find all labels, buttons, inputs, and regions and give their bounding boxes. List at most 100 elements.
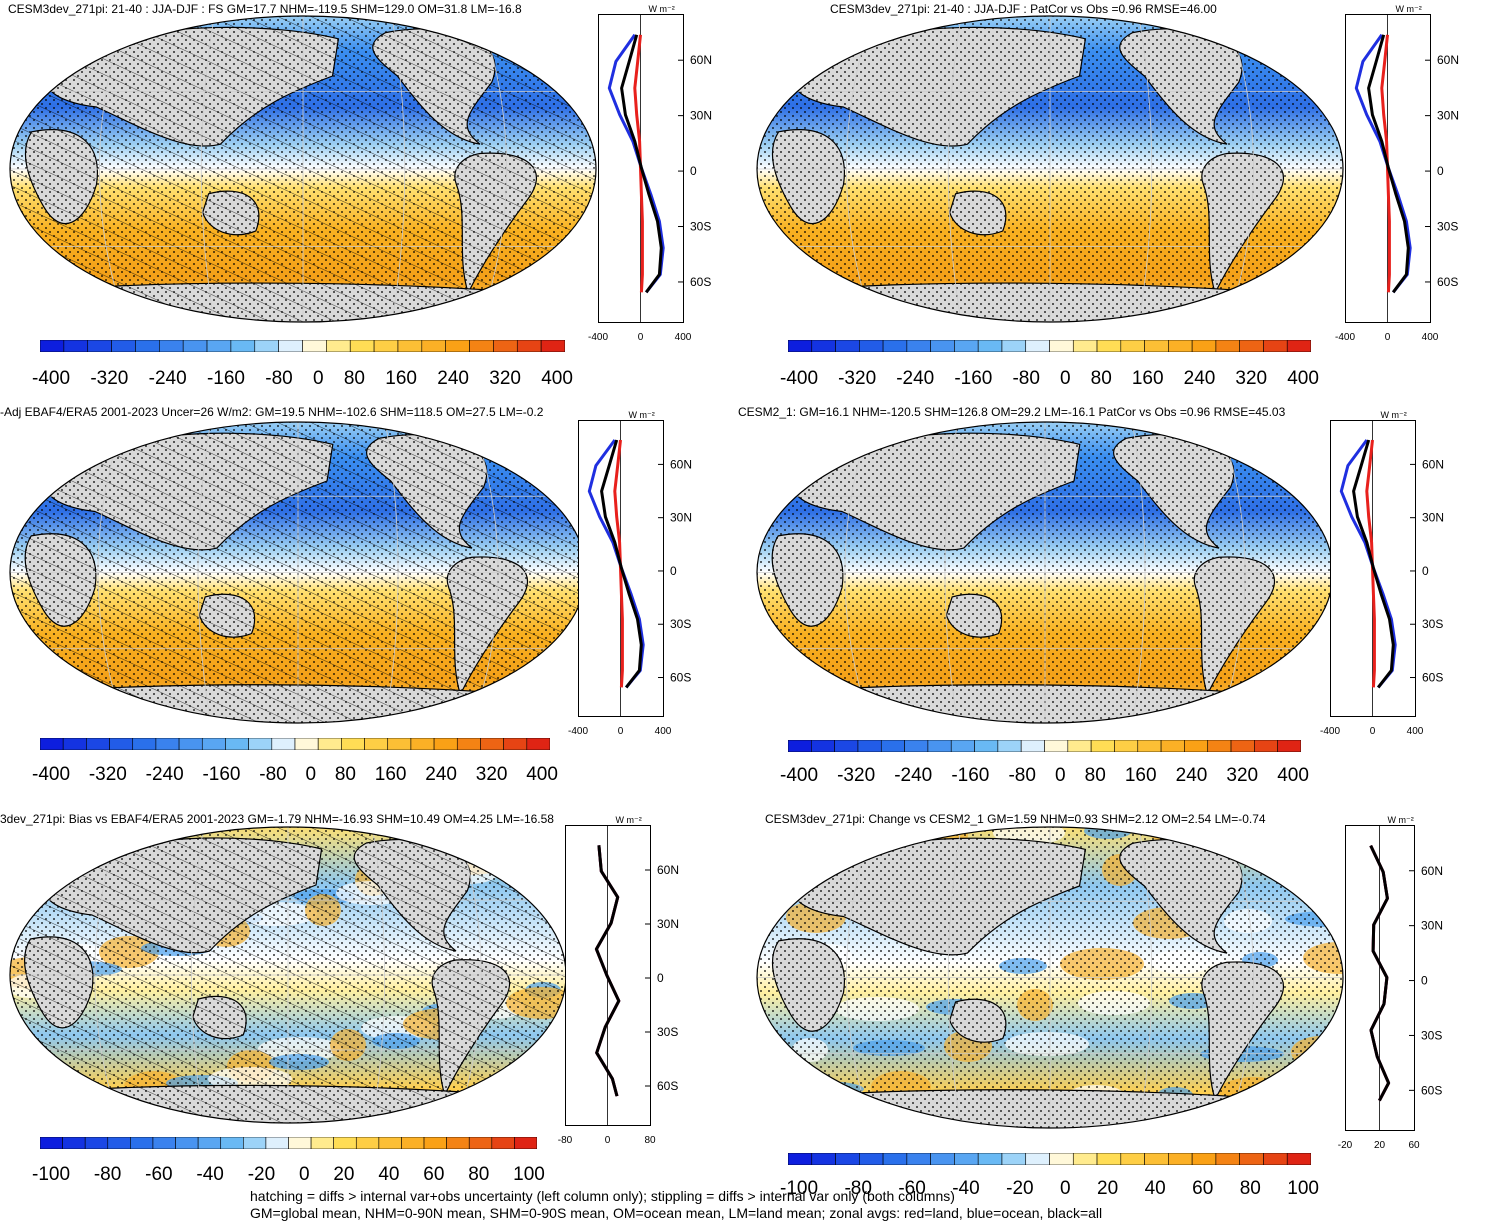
zonal-x-tick: 400 (655, 726, 672, 737)
colorbar-tick-label: -240 (148, 368, 187, 389)
colorbar-tick-label: -160 (202, 764, 241, 785)
colorbar-ticks: -400 -320 -240 -160 -80 0 80 160 240 320 400 (32, 368, 573, 390)
colorbar (788, 740, 1301, 752)
zonal-profile: W m⁻² 60N 30N 0 30S 60S -20 20 60 (1338, 815, 1443, 1151)
colorbar-tick-label: -80 (93, 1164, 122, 1185)
zonal-x-tick: 0 (1385, 332, 1391, 343)
colorbar-tick-label: -400 (32, 764, 71, 785)
zonal-profile: W m⁻² 60N 30N 0 30S 60S -80 0 80 (558, 815, 679, 1146)
zonal-lat-label: 60S (657, 1079, 678, 1093)
map-panel (756, 826, 1344, 1129)
colorbar-tick-label: -240 (145, 764, 184, 785)
zonal-x-tick: 0 (638, 332, 644, 343)
colorbar-tick-label: 0 (1060, 1178, 1071, 1199)
zonal-all-line (620, 34, 663, 294)
zonal-x-tick: -20 (1338, 1140, 1353, 1151)
colorbar (788, 340, 1311, 352)
colorbar (40, 1137, 537, 1149)
zonal-lat-label: 60N (1437, 53, 1459, 67)
colorbar-tick-label: 80 (1090, 368, 1112, 389)
colorbar-tick-label: 20 (1097, 1178, 1119, 1199)
zonal-lat-label: 60S (670, 671, 691, 685)
colorbar-tick-label: 60 (1192, 1178, 1214, 1199)
zonal-x-tick: 0 (618, 726, 624, 737)
colorbar-tick-label: 40 (378, 1164, 400, 1185)
panel-title: CESM3dev_271pi: 21-40 : JJA-DJF : FS GM=… (8, 2, 522, 16)
zonal-all-line (1367, 34, 1410, 294)
colorbar-tick-label: 0 (313, 368, 324, 389)
map-panel (9, 826, 567, 1124)
colorbar-tick-label: 40 (1144, 1178, 1166, 1199)
colorbar-tick-label: 400 (541, 368, 573, 389)
colorbar-tick-label: -160 (951, 765, 990, 786)
zonal-lat-label: 30S (690, 220, 711, 234)
colorbar-tick-label: -400 (780, 368, 819, 389)
footnote-line2: GM=global mean, NHM=0-90N mean, SHM=0-90… (250, 1205, 1103, 1221)
colorbar-tick-label: -240 (896, 368, 935, 389)
colorbar-tick-label: 80 (1084, 765, 1106, 786)
zonal-all-line (600, 439, 643, 689)
panel-title: 3dev_271pi: Bias vs EBAF4/ERA5 2001-2023… (0, 812, 554, 826)
colorbar-tick-label: 160 (374, 764, 407, 785)
zonal-profile: W m⁻² 60N 30N 0 30S 60S -400 0 400 (588, 4, 712, 343)
colorbar-ticks: -100 -80 -60 -40 -20 0 20 40 60 80 100 (32, 1164, 545, 1186)
colorbar-tick-label: 0 (1054, 765, 1066, 786)
zonal-unit-label: W m⁻² (1381, 410, 1407, 420)
map-panel (9, 421, 587, 724)
colorbar-tick-label: 0 (1059, 368, 1071, 389)
zonal-all-line (594, 845, 621, 1097)
zonal-lat-label: 60S (1437, 275, 1458, 289)
colorbar-tick-label: -100 (780, 1178, 819, 1199)
zonal-lat-label: 0 (1421, 974, 1428, 988)
map-panel (756, 421, 1334, 724)
zonal-lat-label: 0 (657, 971, 664, 985)
panel-title: CESM2_1: GM=16.1 NHM=-120.5 SHM=126.8 OM… (738, 405, 1286, 419)
zonal-x-tick: 60 (1408, 1140, 1420, 1151)
zonal-lat-label: 60N (1422, 457, 1444, 471)
zonal-lat-label: 30N (1421, 919, 1443, 933)
colorbar-tick-label: -320 (88, 764, 127, 785)
colorbar-tick-label: -20 (1006, 1178, 1034, 1199)
colorbar-tick-label: 320 (1226, 765, 1259, 786)
zonal-x-tick: 80 (644, 1135, 656, 1146)
zonal-profile: W m⁻² 60N 30N 0 30S 60S -400 0 400 (1320, 410, 1444, 737)
colorbar-tick-label: -320 (90, 368, 129, 389)
zonal-lat-label: 30S (670, 617, 691, 631)
zonal-lat-label: 60S (1421, 1083, 1442, 1097)
colorbar-tick-label: 0 (305, 764, 317, 785)
panel-title: CESM3dev_271pi: 21-40 : JJA-DJF : PatCor… (830, 2, 1217, 16)
zonal-lat-label: 30S (657, 1025, 678, 1039)
zonal-unit-label: W m⁻² (649, 4, 675, 14)
zonal-lat-label: 0 (690, 164, 697, 178)
zonal-x-tick: -400 (568, 726, 588, 737)
colorbar-tick-label: 240 (425, 764, 457, 785)
zonal-all-line (1352, 439, 1395, 689)
colorbar-tick-label: 160 (1131, 368, 1164, 389)
zonal-unit-label: W m⁻² (1388, 815, 1414, 825)
colorbar-tick-label: 240 (1183, 368, 1216, 389)
colorbar-tick-label: 80 (468, 1164, 490, 1185)
colorbar-ticks: -400 -320 -240 -160 -80 0 80 160 240 320 400 (780, 765, 1309, 787)
zonal-lat-label: 0 (1422, 564, 1429, 578)
colorbar-tick-label: 160 (385, 368, 417, 389)
zonal-x-tick: -400 (1320, 726, 1340, 737)
zonal-unit-label: W m⁻² (616, 815, 642, 825)
zonal-x-tick: 400 (675, 332, 692, 343)
colorbar (40, 738, 550, 750)
zonal-lat-label: 0 (1437, 164, 1444, 178)
colorbar-tick-label: -20 (247, 1164, 276, 1185)
zonal-lat-label: 30S (1437, 220, 1458, 234)
colorbar-ticks: -400 -320 -240 -160 -80 0 80 160 240 320 400 (780, 368, 1319, 390)
map-panel (756, 15, 1344, 323)
zonal-lat-label: 60N (690, 53, 712, 67)
colorbar-tick-label: 320 (475, 764, 508, 785)
colorbar-tick-label: 20 (333, 1164, 355, 1185)
map-panel (9, 15, 597, 323)
zonal-lat-label: 30S (1422, 617, 1443, 631)
zonal-lat-label: 30N (657, 917, 679, 931)
zonal-lat-label: 60N (657, 863, 679, 877)
zonal-x-tick: 0 (605, 1135, 611, 1146)
panel-title: CESM3dev_271pi: Change vs CESM2_1 GM=1.5… (765, 812, 1266, 826)
colorbar-tick-label: -40 (952, 1178, 980, 1199)
colorbar-tick-label: 80 (334, 764, 356, 785)
